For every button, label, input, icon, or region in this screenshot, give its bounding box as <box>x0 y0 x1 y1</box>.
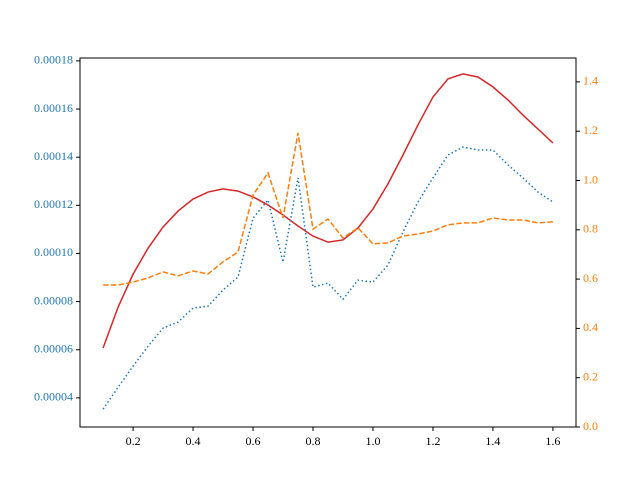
x-tick-label: 1.4 <box>485 434 500 448</box>
y2-tick-label: 0.2 <box>583 369 598 383</box>
x-tick-label: 1.0 <box>365 434 380 448</box>
y-tick-label: 0.00018 <box>34 53 73 67</box>
y-tick-label: 0.00008 <box>34 293 73 307</box>
x-tick-label: 0.8 <box>306 434 321 448</box>
x-tick-label: 0.2 <box>126 434 141 448</box>
y-tick-label: 0.00012 <box>34 197 73 211</box>
series-line <box>103 132 553 286</box>
y-tick-label: 0.00006 <box>34 341 73 355</box>
y-tick-label: 0.00010 <box>34 245 73 259</box>
y2-tick-label: 1.0 <box>583 172 598 186</box>
series-line <box>102 146 554 410</box>
y-tick-label: 0.00004 <box>34 390 73 404</box>
y2-tick-label: 0.0 <box>583 419 598 433</box>
x-tick-label: 1.2 <box>425 434 440 448</box>
y2-tick-label: 1.2 <box>583 123 598 137</box>
y-tick-label: 0.00016 <box>34 101 73 115</box>
y2-tick-label: 0.8 <box>583 222 598 236</box>
y2-tick-label: 0.6 <box>583 271 598 285</box>
x-tick-label: 1.6 <box>545 434 560 448</box>
y-tick-label: 0.00014 <box>34 149 73 163</box>
y2-tick-label: 1.4 <box>583 74 598 88</box>
x-tick-label: 0.6 <box>246 434 261 448</box>
y2-tick-label: 0.4 <box>583 320 598 334</box>
series-line <box>102 73 554 349</box>
x-tick-label: 0.4 <box>186 434 201 448</box>
plot-frame <box>79 57 577 428</box>
